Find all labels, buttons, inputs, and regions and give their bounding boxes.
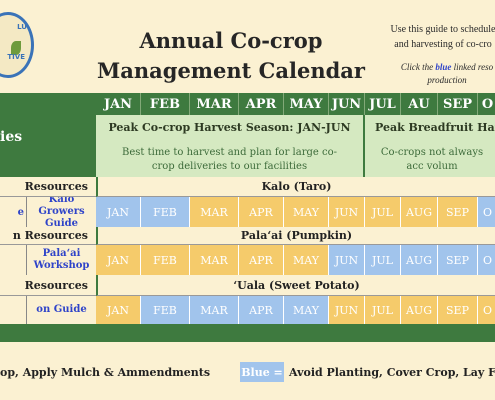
month-cell-1-5: MAY [284,197,329,227]
month-header-9: SEP [438,93,478,115]
month-cell-3-9: SEP [438,296,478,324]
month-cell-1-8: AUG [401,197,438,227]
month-cell-1-2: FEB [141,197,190,227]
month-header-5: MAY [284,93,329,115]
month-cell-1-1: JAN [96,197,141,227]
month-cell-2-10: O [478,245,495,275]
month-header-10: O [478,93,495,115]
crop-guide-link-3[interactable]: on Guide [26,296,96,324]
crop-left-fragment-3[interactable] [0,296,26,324]
breadfruit-season-title: Peak Breadfruit Harve [375,121,495,134]
month-header-2: FEB [141,93,190,115]
crop-guide-link-1[interactable]: Kalo Growers Guide [26,197,96,227]
cocrop-season-title: Peak Co-crop Harvest Season: JAN-JUN [108,121,351,134]
logo-top-text: LU [17,23,27,31]
month-cell-2-6: JUN [329,245,365,275]
crop-name-2: Pala‘ai (Pumpkin) [96,227,495,245]
month-cell-2-3: MAR [190,245,239,275]
month-cell-3-3: MAR [190,296,239,324]
month-cell-3-4: APR [239,296,284,324]
guide-line-1: Use this guide to schedule [390,24,495,35]
month-header-1: JAN [96,93,141,115]
month-cell-2-8: AUG [401,245,438,275]
crop-resources-label-1: Resources [0,177,96,197]
legend-yellow-text: op, Apply Mulch & Ammendments [0,366,211,379]
left-dark-strip [0,159,96,177]
month-cell-3-7: JUL [365,296,401,324]
crop-resources-label-3: Resources [0,275,96,296]
cooperative-logo: LU TIVE [0,12,34,78]
month-cell-1-9: SEP [438,197,478,227]
month-cell-3-8: AUG [401,296,438,324]
breadfruit-season-panel: Peak Breadfruit Harve Co-crops not always… [365,115,495,177]
crop-guide-link-text-1[interactable]: Kalo Growers Guide [38,197,85,227]
legend-blue-key: Blue = [240,362,284,382]
category-header: ies [0,115,96,159]
title-line-1: Annual Co-crop [139,28,323,53]
month-header-7: JUL [365,93,401,115]
month-cell-2-7: JUL [365,245,401,275]
month-cell-1-6: JUN [329,197,365,227]
month-header-3: MAR [190,93,239,115]
cocrop-season-panel: Peak Co-crop Harvest Season: JAN-JUN Best… [96,115,365,177]
month-cell-2-2: FEB [141,245,190,275]
month-cell-3-1: JAN [96,296,141,324]
click-note-prefix: Click the [400,62,436,72]
breadfruit-season-desc: Co-crops not always acc volum [380,147,484,172]
month-header-left [0,93,96,115]
crop-left-fragment-1[interactable]: e [0,197,26,227]
legend-blue-text: Avoid Planting, Cover Crop, Lay Fallo [289,366,495,379]
crop-guide-link-2[interactable]: Pala‘ai Workshop [26,245,96,275]
month-header-4: APR [239,93,284,115]
month-cell-1-7: JUL [365,197,401,227]
leaf-icon [11,41,21,55]
month-cell-2-4: APR [239,245,284,275]
bottom-dark-band [0,324,495,342]
click-note: Click the blue linked reso production [372,61,495,87]
month-cell-3-5: MAY [284,296,329,324]
month-cell-2-1: JAN [96,245,141,275]
click-note-line-2: production [427,75,467,85]
month-cell-2-9: SEP [438,245,478,275]
guide-line-2: and harvesting of co-cro [394,39,492,50]
month-cell-3-6: JUN [329,296,365,324]
crop-left-fragment-2[interactable] [0,245,26,275]
click-note-suffix: linked reso [451,62,494,72]
month-cell-2-5: MAY [284,245,329,275]
month-header-6: JUN [329,93,365,115]
month-cell-3-10: O [478,296,495,324]
crop-name-3: ‘Uala (Sweet Potato) [96,275,495,296]
crop-name-1: Kalo (Taro) [96,177,495,197]
page-title: Annual Co-crop Management Calendar [96,26,366,86]
month-cell-1-3: MAR [190,197,239,227]
month-header-8: AU [401,93,438,115]
month-cell-1-10: O [478,197,495,227]
crop-guide-link-text-3[interactable]: on Guide [36,304,87,315]
cocrop-season-desc: Best time to harvest and plan for large … [122,147,337,172]
crop-guide-link-text-2[interactable]: Pala‘ai Workshop [33,248,90,271]
guide-note: Use this guide to schedule and harvestin… [368,22,495,52]
title-line-2: Management Calendar [97,58,365,83]
crop-resources-label-2: n Resources [0,227,96,245]
month-cell-1-4: APR [239,197,284,227]
logo-bottom-text: TIVE [7,53,25,61]
click-note-blue-word: blue [435,62,452,72]
month-cell-3-2: FEB [141,296,190,324]
